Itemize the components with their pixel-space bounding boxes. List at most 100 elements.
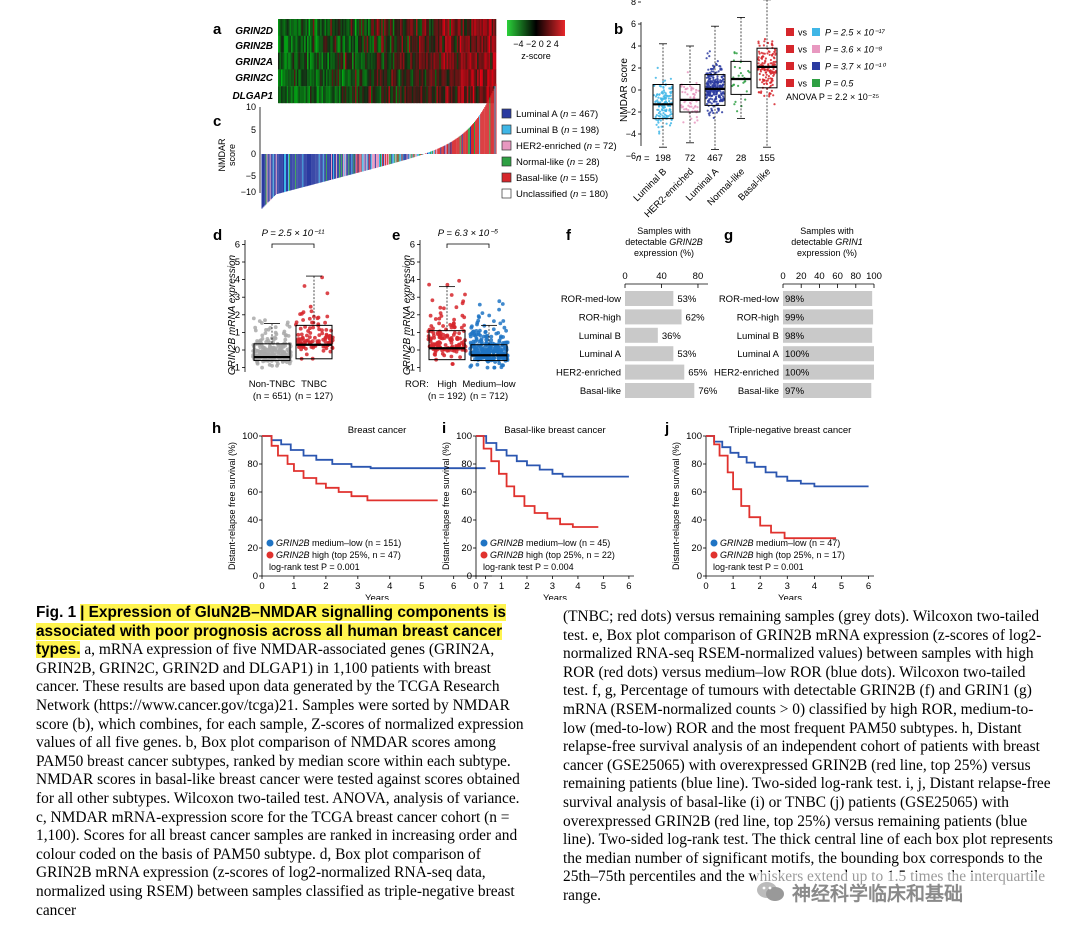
- data-point: [686, 87, 689, 90]
- data-point: [774, 60, 777, 64]
- data-point: [475, 362, 480, 367]
- heatmap-cell: [450, 69, 453, 87]
- heatmap-cell: [452, 19, 455, 36]
- box: [470, 344, 508, 362]
- data-point: [714, 78, 717, 81]
- heatmap-cell: [378, 52, 381, 70]
- heatmap-cell: [278, 19, 280, 36]
- data-point: [758, 78, 762, 81]
- heatmap-cell: [402, 19, 405, 36]
- heatmap-cell: [416, 35, 418, 53]
- heatmap-cell: [301, 35, 303, 53]
- heatmap-cell: [427, 69, 430, 87]
- xtick-label: 6: [626, 581, 631, 592]
- heatmap-cell: [357, 86, 360, 104]
- heatmap-cell: [417, 19, 420, 36]
- heatmap-cell: [327, 86, 330, 104]
- row-label: Basal-like: [580, 386, 621, 397]
- heatmap-cell: [323, 35, 325, 53]
- heatmap-cell: [346, 86, 349, 104]
- row-label: ROR-med-low: [561, 294, 621, 305]
- heatmap-cell: [307, 52, 309, 70]
- data-point: [685, 108, 688, 111]
- data-point: [457, 331, 461, 336]
- heatmap-cell: [356, 69, 359, 87]
- heatmap-cell: [400, 52, 402, 70]
- heatmap-cell: [291, 52, 293, 70]
- heatmap-cell: [426, 86, 428, 104]
- heatmap-cell: [353, 52, 356, 70]
- data-point: [492, 319, 496, 323]
- heatmap-cell: [466, 35, 469, 53]
- heatmap-cell: [388, 86, 391, 104]
- heatmap-cell: [418, 69, 421, 87]
- ytick-label: 40: [691, 515, 702, 526]
- data-point: [721, 86, 724, 89]
- data-point: [270, 363, 274, 368]
- heatmap-cell: [408, 86, 411, 104]
- heatmap-cell: [309, 35, 312, 53]
- heatmap-cell: [450, 52, 453, 70]
- heatmap-cell: [321, 19, 324, 36]
- heatmap-cell: [392, 19, 395, 36]
- figure-1: a b c d e f g GRIN2D GRIN2B GRIN2A GRIN2…: [212, 0, 886, 600]
- data-point: [502, 325, 507, 330]
- legend-swatch: [501, 156, 512, 167]
- panel-letter: i: [442, 420, 446, 437]
- data-point: [757, 56, 760, 59]
- data-point: [706, 82, 709, 86]
- heatmap-cell: [432, 52, 434, 70]
- data-point: [771, 52, 775, 56]
- xtick-label: 20: [796, 271, 807, 282]
- data-point: [769, 77, 772, 80]
- legend-blue: GRIN2B medium–low (n = 151): [276, 538, 401, 548]
- data-point: [437, 329, 442, 334]
- data-point: [706, 52, 709, 55]
- heatmap-cell: [331, 69, 334, 87]
- ytick-label: −2: [626, 107, 636, 117]
- data-point: [313, 335, 317, 340]
- chart-title-line: detectable GRIN1: [791, 237, 863, 247]
- ytick-label: 100: [242, 431, 258, 442]
- data-point: [731, 84, 734, 88]
- data-point: [772, 62, 776, 66]
- heatmap-cell: [355, 86, 357, 104]
- data-point: [654, 76, 657, 79]
- heatmap-cell: [413, 35, 415, 53]
- data-point: [670, 97, 673, 100]
- legend-swatch: [501, 124, 512, 135]
- heatmap-cell: [408, 69, 411, 87]
- heatmap-cell: [344, 19, 347, 36]
- heatmap-cell: [283, 86, 286, 104]
- heatmap-cell: [341, 52, 344, 70]
- heatmap-cell: [283, 69, 286, 87]
- heatmap-cell: [292, 86, 295, 104]
- heatmap-cell: [317, 69, 319, 87]
- value-label: 53%: [677, 349, 697, 360]
- heatmap-cell: [458, 19, 460, 36]
- heatmap-cell: [456, 35, 459, 53]
- heatmap-cell: [418, 52, 421, 70]
- figure-caption: Fig. 1 | Expression of GluN2B–NMDAR sign…: [36, 604, 1053, 940]
- heatmap-cell: [328, 19, 331, 36]
- data-point: [715, 100, 718, 103]
- heatmap-cell: [298, 69, 301, 87]
- data-point: [761, 62, 764, 65]
- data-point: [764, 59, 767, 62]
- heatmap-cell: [324, 52, 327, 70]
- data-point: [689, 96, 692, 99]
- curve-high: [262, 435, 438, 502]
- data-point: [705, 57, 708, 60]
- data-point: [661, 109, 664, 112]
- data-point: [428, 313, 433, 318]
- xtick-label: 7: [483, 581, 488, 592]
- value-label: 62%: [686, 312, 706, 323]
- heatmap-cell: [327, 35, 330, 53]
- data-point: [758, 72, 761, 76]
- heatmap-cell: [392, 69, 395, 87]
- data-point: [670, 112, 673, 116]
- data-point: [660, 125, 663, 128]
- heatmap-cell: [401, 35, 404, 53]
- heatmap-cell: [453, 52, 456, 70]
- ytick-label: 2: [410, 310, 415, 321]
